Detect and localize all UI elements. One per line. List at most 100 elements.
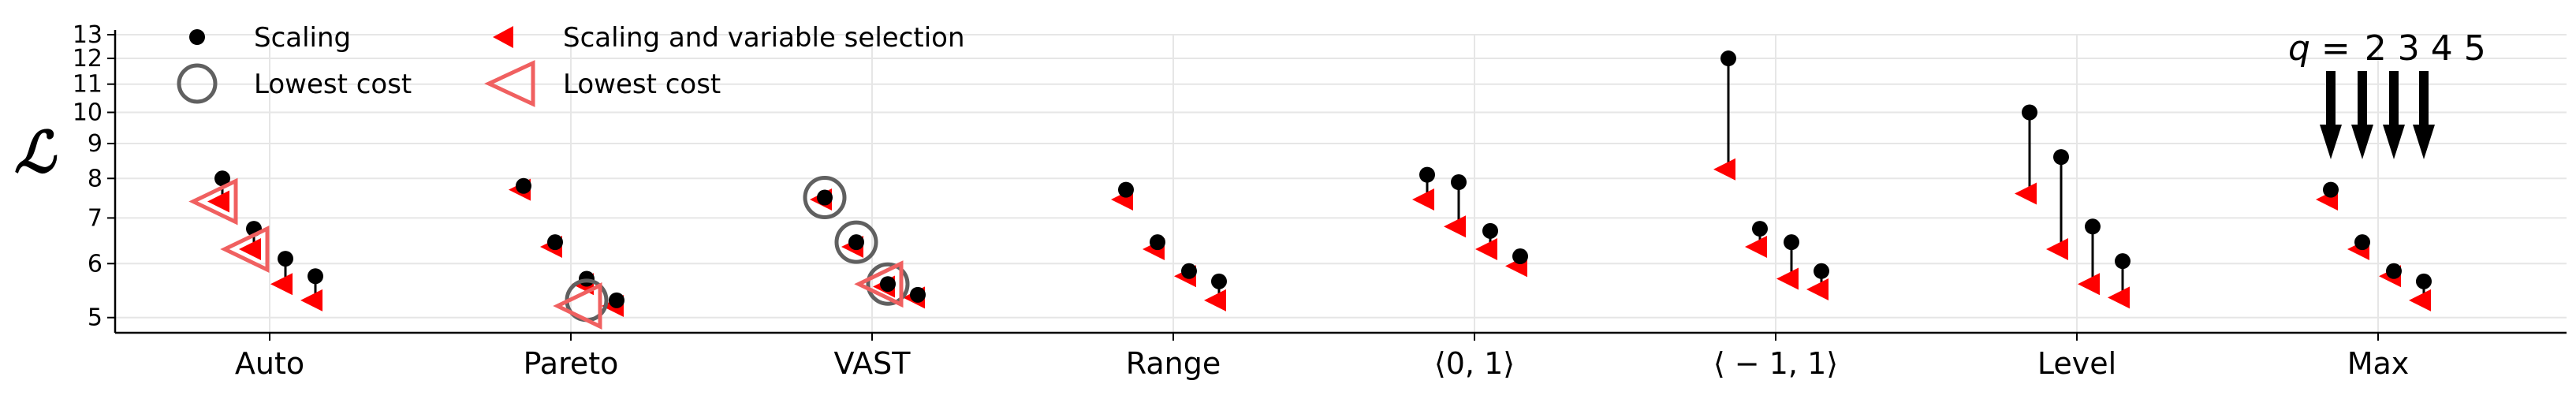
y-axis-label: ℒ bbox=[14, 118, 58, 185]
scaling-point bbox=[817, 189, 833, 206]
variable-selection-point bbox=[1204, 289, 1226, 311]
scaling-point bbox=[1451, 174, 1467, 191]
lowest-cost-circle bbox=[834, 220, 878, 264]
scaling-point bbox=[278, 251, 293, 267]
scaling-point bbox=[516, 177, 531, 194]
variable-selection-point bbox=[1745, 236, 1767, 259]
q-value-5: 5 bbox=[2464, 28, 2486, 69]
variable-selection-markers bbox=[207, 158, 2431, 318]
category-label: ⟨ − 1, 1⟩ bbox=[1713, 346, 1838, 381]
variable-selection-point bbox=[1475, 237, 1497, 260]
lowest-cost-triangle bbox=[553, 282, 602, 330]
lowest-cost-markers bbox=[188, 176, 910, 330]
y-tick-label: 8 bbox=[88, 165, 103, 192]
y-tick-label: 13 bbox=[73, 21, 103, 49]
category-label: Max bbox=[2347, 346, 2410, 381]
variable-selection-point bbox=[1412, 188, 1434, 211]
variable-selection-point bbox=[270, 273, 293, 296]
scaling-point bbox=[2416, 273, 2432, 289]
variable-selection-point bbox=[2078, 273, 2100, 296]
legend: Scaling Lowest cost Scaling and variable… bbox=[177, 22, 965, 107]
category-label: Auto bbox=[235, 346, 304, 381]
q-value-4: 4 bbox=[2431, 28, 2453, 69]
scaling-point bbox=[2386, 263, 2402, 279]
scaling-point bbox=[1784, 234, 1799, 251]
legend-lowest-cost-triangle bbox=[484, 60, 535, 107]
scaling-point bbox=[1118, 181, 1134, 198]
lowest-cost-triangle bbox=[220, 225, 270, 273]
scaling-point bbox=[1211, 273, 1227, 289]
q-arrow-head bbox=[2320, 125, 2342, 159]
scaling-point bbox=[1482, 222, 1498, 239]
scaling-markers bbox=[214, 50, 2432, 308]
grid-lines bbox=[115, 34, 2567, 333]
scaling-point bbox=[910, 286, 926, 303]
scaling-point bbox=[880, 276, 896, 293]
q-value-2: 2 bbox=[2365, 28, 2387, 69]
stems bbox=[221, 58, 2425, 307]
axes bbox=[114, 30, 2567, 334]
q-value-3: 3 bbox=[2398, 28, 2420, 69]
q-arrows bbox=[2320, 71, 2435, 159]
lowest-cost-circle bbox=[803, 176, 847, 220]
q-arrow-head bbox=[2383, 125, 2405, 159]
y-tick-label: 5 bbox=[88, 304, 103, 332]
legend-lowest-cost-label-selection: Lowest cost bbox=[563, 69, 721, 100]
legend-lowest-cost-label-scaling: Lowest cost bbox=[254, 69, 412, 100]
variable-selection-point bbox=[2108, 286, 2130, 309]
scaling-point bbox=[547, 234, 563, 251]
legend-variable-selection-label: Scaling and variable selection bbox=[563, 22, 965, 54]
scaling-point bbox=[1181, 263, 1197, 279]
scaling-point bbox=[2085, 218, 2101, 235]
scaling-point bbox=[1814, 263, 1829, 279]
y-tick-label: 11 bbox=[73, 71, 103, 99]
variable-selection-point bbox=[239, 237, 261, 260]
legend-variable-selection-marker bbox=[493, 26, 513, 48]
variable-selection-point bbox=[207, 190, 229, 213]
variable-selection-point bbox=[2015, 182, 2037, 205]
variable-selection-point bbox=[1806, 278, 1829, 300]
scaling-point bbox=[1150, 234, 1165, 251]
category-label: ⟨0, 1⟩ bbox=[1434, 346, 1515, 381]
q-arrow-head bbox=[2413, 125, 2435, 159]
variable-selection-point bbox=[2046, 237, 2068, 260]
y-tick-label: 9 bbox=[88, 130, 103, 158]
scaling-point bbox=[1752, 221, 1768, 237]
scaling-point bbox=[2115, 253, 2131, 270]
q-prefix: q = bbox=[2288, 28, 2362, 69]
category-labels: Auto Pareto VAST Range ⟨0, 1⟩ ⟨ − 1, 1⟩ Level M… bbox=[235, 333, 2409, 381]
y-tick-label: 7 bbox=[88, 204, 103, 232]
scaling-point bbox=[308, 268, 323, 285]
category-label: Level bbox=[2037, 346, 2116, 381]
variable-selection-point bbox=[300, 289, 322, 311]
variable-selection-point bbox=[2409, 289, 2431, 311]
category-label: Range bbox=[1126, 346, 1221, 381]
y-tick-label: 6 bbox=[88, 250, 103, 278]
y-tick-label: 10 bbox=[73, 99, 103, 127]
scaling-point bbox=[2022, 104, 2037, 121]
scaling-point bbox=[2053, 149, 2069, 166]
category-label: Pareto bbox=[524, 346, 619, 381]
q-arrow-head bbox=[2351, 125, 2373, 159]
variable-selection-point bbox=[1776, 267, 1799, 290]
lowest-cost-circle bbox=[866, 262, 910, 306]
scaling-point bbox=[1512, 248, 1528, 265]
legend-scaling-label: Scaling bbox=[254, 22, 351, 54]
scaling-point bbox=[848, 234, 864, 251]
scaling-point bbox=[2354, 234, 2370, 251]
legend-scaling-marker bbox=[189, 29, 205, 45]
scaling-point bbox=[2323, 181, 2339, 198]
variable-selection-point bbox=[1444, 215, 1466, 238]
category-label: VAST bbox=[834, 346, 911, 381]
scaling-point bbox=[609, 292, 624, 308]
lowest-cost-triangle bbox=[188, 177, 238, 226]
y-tick-label: 12 bbox=[73, 45, 103, 73]
variable-selection-point bbox=[1713, 158, 1735, 181]
scaling-point bbox=[1419, 166, 1435, 183]
legend-lowest-cost-circle bbox=[177, 63, 218, 104]
scaling-point bbox=[214, 170, 230, 187]
lowest-cost-triangle bbox=[854, 260, 904, 308]
